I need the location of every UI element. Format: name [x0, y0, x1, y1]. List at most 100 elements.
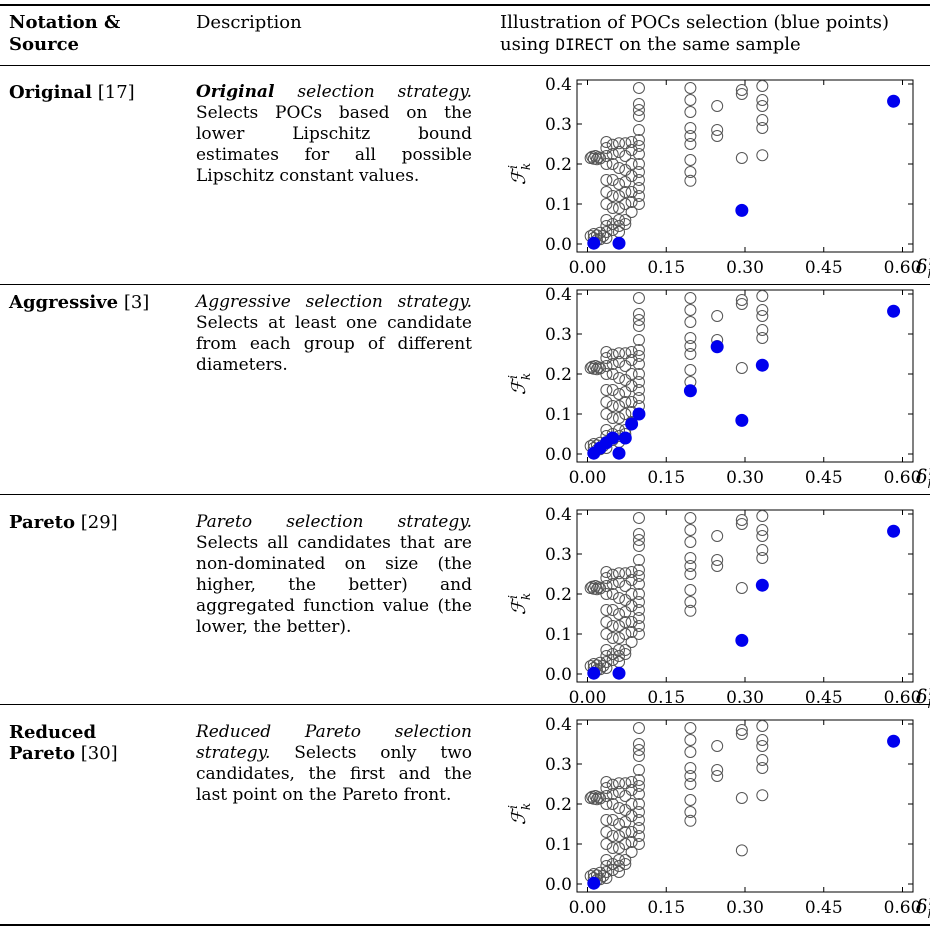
row-4-desc-body: Selects only two candidates, the first a…: [196, 743, 472, 805]
y-tick-label: 0.1: [545, 835, 572, 855]
row-1-description: Original selection strategy. Selects POC…: [196, 82, 472, 187]
candidate-point: [600, 360, 613, 372]
x-axis-label: δki: [916, 684, 930, 711]
candidate-point: [684, 82, 697, 94]
candidate-point: [600, 232, 613, 244]
candidate-point: [756, 524, 769, 536]
row-4-desc-lead: Reduced: [196, 722, 272, 742]
candidate-point: [600, 226, 613, 238]
candidate-point: [632, 628, 645, 640]
candidate-point: [756, 100, 769, 112]
candidate-point: [619, 347, 632, 360]
candidate-point: [600, 424, 613, 436]
candidate-point: [684, 536, 697, 548]
candidate-point: [756, 114, 769, 126]
row-4-desc-title: Pareto selection strategy.: [196, 722, 472, 763]
candidate-point: [632, 596, 645, 608]
candidate-point: [619, 374, 632, 386]
candidate-point: [735, 298, 748, 310]
x-tick-label: 0.00: [569, 898, 607, 918]
candidate-point: [735, 84, 748, 96]
candidate-point: [632, 774, 645, 786]
selected-point: [618, 431, 632, 445]
candidate-point: [632, 764, 645, 776]
row-3-name: Pareto: [9, 512, 75, 533]
candidate-point: [619, 198, 632, 210]
candidate-point: [625, 170, 638, 182]
row-1-desc-body: Selects POCs based on the lower Lipschit…: [196, 103, 472, 186]
x-axis-label: δki: [916, 894, 930, 921]
candidate-point: [613, 220, 625, 232]
candidate-point: [632, 344, 645, 356]
y-tick-label: 0.2: [545, 155, 572, 175]
candidate-point: [756, 544, 769, 556]
candidate-point: [632, 512, 645, 524]
plot-original: 0.0 0.1 0.2 0.3 0.4 0.00 0.15 0.30 0.45 0.60 ℱki δk…: [506, 75, 930, 281]
candidate-point: [600, 186, 613, 198]
y-tick-label: 0.0: [545, 235, 572, 255]
candidate-point: [600, 866, 613, 878]
candidate-point: [684, 806, 697, 818]
selected-point: [587, 236, 601, 250]
top-rule: [0, 4, 930, 6]
x-tick-label: 0.45: [805, 898, 843, 918]
candidate-point: [600, 566, 613, 578]
candidate-point: [619, 408, 632, 420]
candidate-point: [632, 806, 645, 818]
candidate-point: [606, 358, 619, 370]
selected-point: [606, 431, 620, 445]
candidate-point: [625, 380, 638, 392]
row-3-ref: [29]: [80, 512, 118, 533]
candidate-point: [606, 604, 619, 616]
candidate-point: [632, 320, 645, 332]
selected-point: [887, 94, 901, 108]
candidate-point: [711, 100, 724, 112]
candidate-point: [756, 310, 769, 322]
y-axis-label: ℱki: [506, 593, 533, 615]
candidate-point: [684, 292, 697, 304]
y-tick-label: 0.2: [545, 365, 572, 385]
candidate-point: [625, 346, 638, 358]
row-3-desc-title: selection strategy.: [252, 512, 472, 532]
y-tick-label: 0.3: [545, 115, 572, 135]
candidate-point: [619, 804, 632, 816]
candidate-point: [619, 386, 632, 398]
row-rule-1: [0, 284, 930, 285]
candidate-point: [756, 290, 769, 302]
candidate-point: [613, 372, 625, 384]
candidate-point: [613, 802, 625, 814]
candidate-point: [632, 798, 645, 810]
plot-frame: [576, 719, 914, 893]
candidate-point: [684, 604, 697, 617]
candidate-point: [632, 744, 645, 756]
candidate-point: [600, 220, 613, 232]
candidate-point: [619, 176, 632, 188]
selected-point: [887, 734, 901, 748]
y-tick-label: 0.3: [545, 325, 572, 345]
row-4-notation: Reduced Pareto [30]: [9, 722, 118, 764]
candidate-point: [625, 396, 638, 408]
x-tick-label: 0.00: [569, 258, 607, 278]
candidate-point: [632, 134, 645, 146]
candidate-point: [711, 764, 724, 776]
candidate-point: [735, 792, 748, 804]
candidate-point: [619, 838, 632, 850]
candidate-point: [606, 568, 619, 581]
candidate-point: [613, 632, 625, 644]
candidate-point: [756, 530, 769, 542]
y-axis-label: ℱki: [506, 803, 533, 825]
candidate-point: [606, 384, 619, 396]
candidate-point: [625, 158, 638, 170]
candidate-point: [619, 606, 632, 618]
plot-reduced-pareto: 0.0 0.1 0.2 0.3 0.4 0.00 0.15 0.30 0.45 0.60 ℱki δk…: [506, 715, 930, 921]
row-4-ref: [30]: [80, 743, 118, 764]
header-algo-name: DIRECT: [555, 35, 614, 54]
x-tick-label: 0.60: [884, 468, 922, 488]
x-tick-label: 0.00: [569, 468, 607, 488]
candidate-point: [619, 644, 632, 656]
candidate-point: [632, 198, 645, 210]
x-tick-label: 0.15: [647, 688, 685, 708]
y-tick-label: 0.2: [545, 795, 572, 815]
candidate-point: [711, 130, 724, 142]
candidate-point: [632, 358, 645, 370]
